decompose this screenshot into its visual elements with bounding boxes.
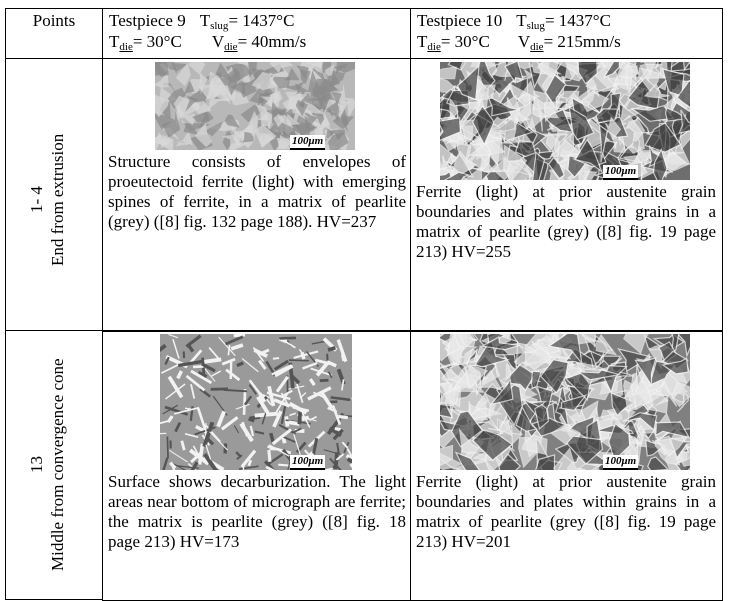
value: = 215mm/s bbox=[544, 32, 621, 51]
micrograph bbox=[440, 334, 690, 470]
symbol: T bbox=[417, 32, 427, 51]
cell-text: Structure consists of envelopes of proeu… bbox=[108, 152, 406, 232]
value: = 30°C bbox=[133, 32, 182, 51]
symbol: V bbox=[212, 32, 224, 51]
scale-bar: 100μm bbox=[290, 135, 325, 150]
cell-text: Surface shows decarburization. The light… bbox=[108, 472, 406, 552]
value: = 1437°C bbox=[228, 11, 294, 30]
scale-bar: 100μm bbox=[603, 165, 638, 180]
subscript: die bbox=[427, 41, 440, 53]
testpiece-title: Testpiece 9 bbox=[109, 11, 186, 30]
scale-bar-label: 100μm bbox=[605, 455, 636, 467]
row-label-line: 1- 4 bbox=[26, 70, 47, 330]
value: = 1437°C bbox=[545, 11, 611, 30]
scale-bar-label: 100μm bbox=[605, 165, 636, 177]
scale-bar-label: 100μm bbox=[292, 135, 323, 147]
value: = 40mm/s bbox=[238, 32, 307, 51]
row-label-line: 13 bbox=[26, 334, 47, 596]
symbol: V bbox=[518, 32, 530, 51]
cell-text: Ferrite (light) at prior austenite grain… bbox=[416, 182, 716, 262]
row-label-line: End from extrusion bbox=[47, 70, 68, 330]
value: = 30°C bbox=[441, 32, 490, 51]
scale-bar: 100μm bbox=[603, 455, 638, 470]
cell-text: Ferrite (light) at prior austenite grain… bbox=[416, 472, 716, 552]
header-points: Points bbox=[33, 11, 76, 30]
subscript: die bbox=[224, 41, 237, 53]
symbol: T bbox=[516, 11, 526, 30]
micrograph bbox=[440, 62, 690, 180]
scale-bar-label: 100μm bbox=[292, 455, 323, 467]
scale-bar: 100μm bbox=[290, 455, 325, 470]
symbol: T bbox=[200, 11, 210, 30]
symbol: T bbox=[109, 32, 119, 51]
row-label-line: Middle from convergence cone bbox=[47, 334, 68, 596]
micrograph bbox=[160, 334, 352, 470]
subscript: die bbox=[119, 41, 132, 53]
page: Points Testpiece 9Tslug= 1437°CTdie= 30°… bbox=[0, 0, 731, 598]
header-cell: Points bbox=[5, 8, 103, 59]
subscript: die bbox=[530, 41, 543, 53]
testpiece-title: Testpiece 10 bbox=[417, 11, 502, 30]
